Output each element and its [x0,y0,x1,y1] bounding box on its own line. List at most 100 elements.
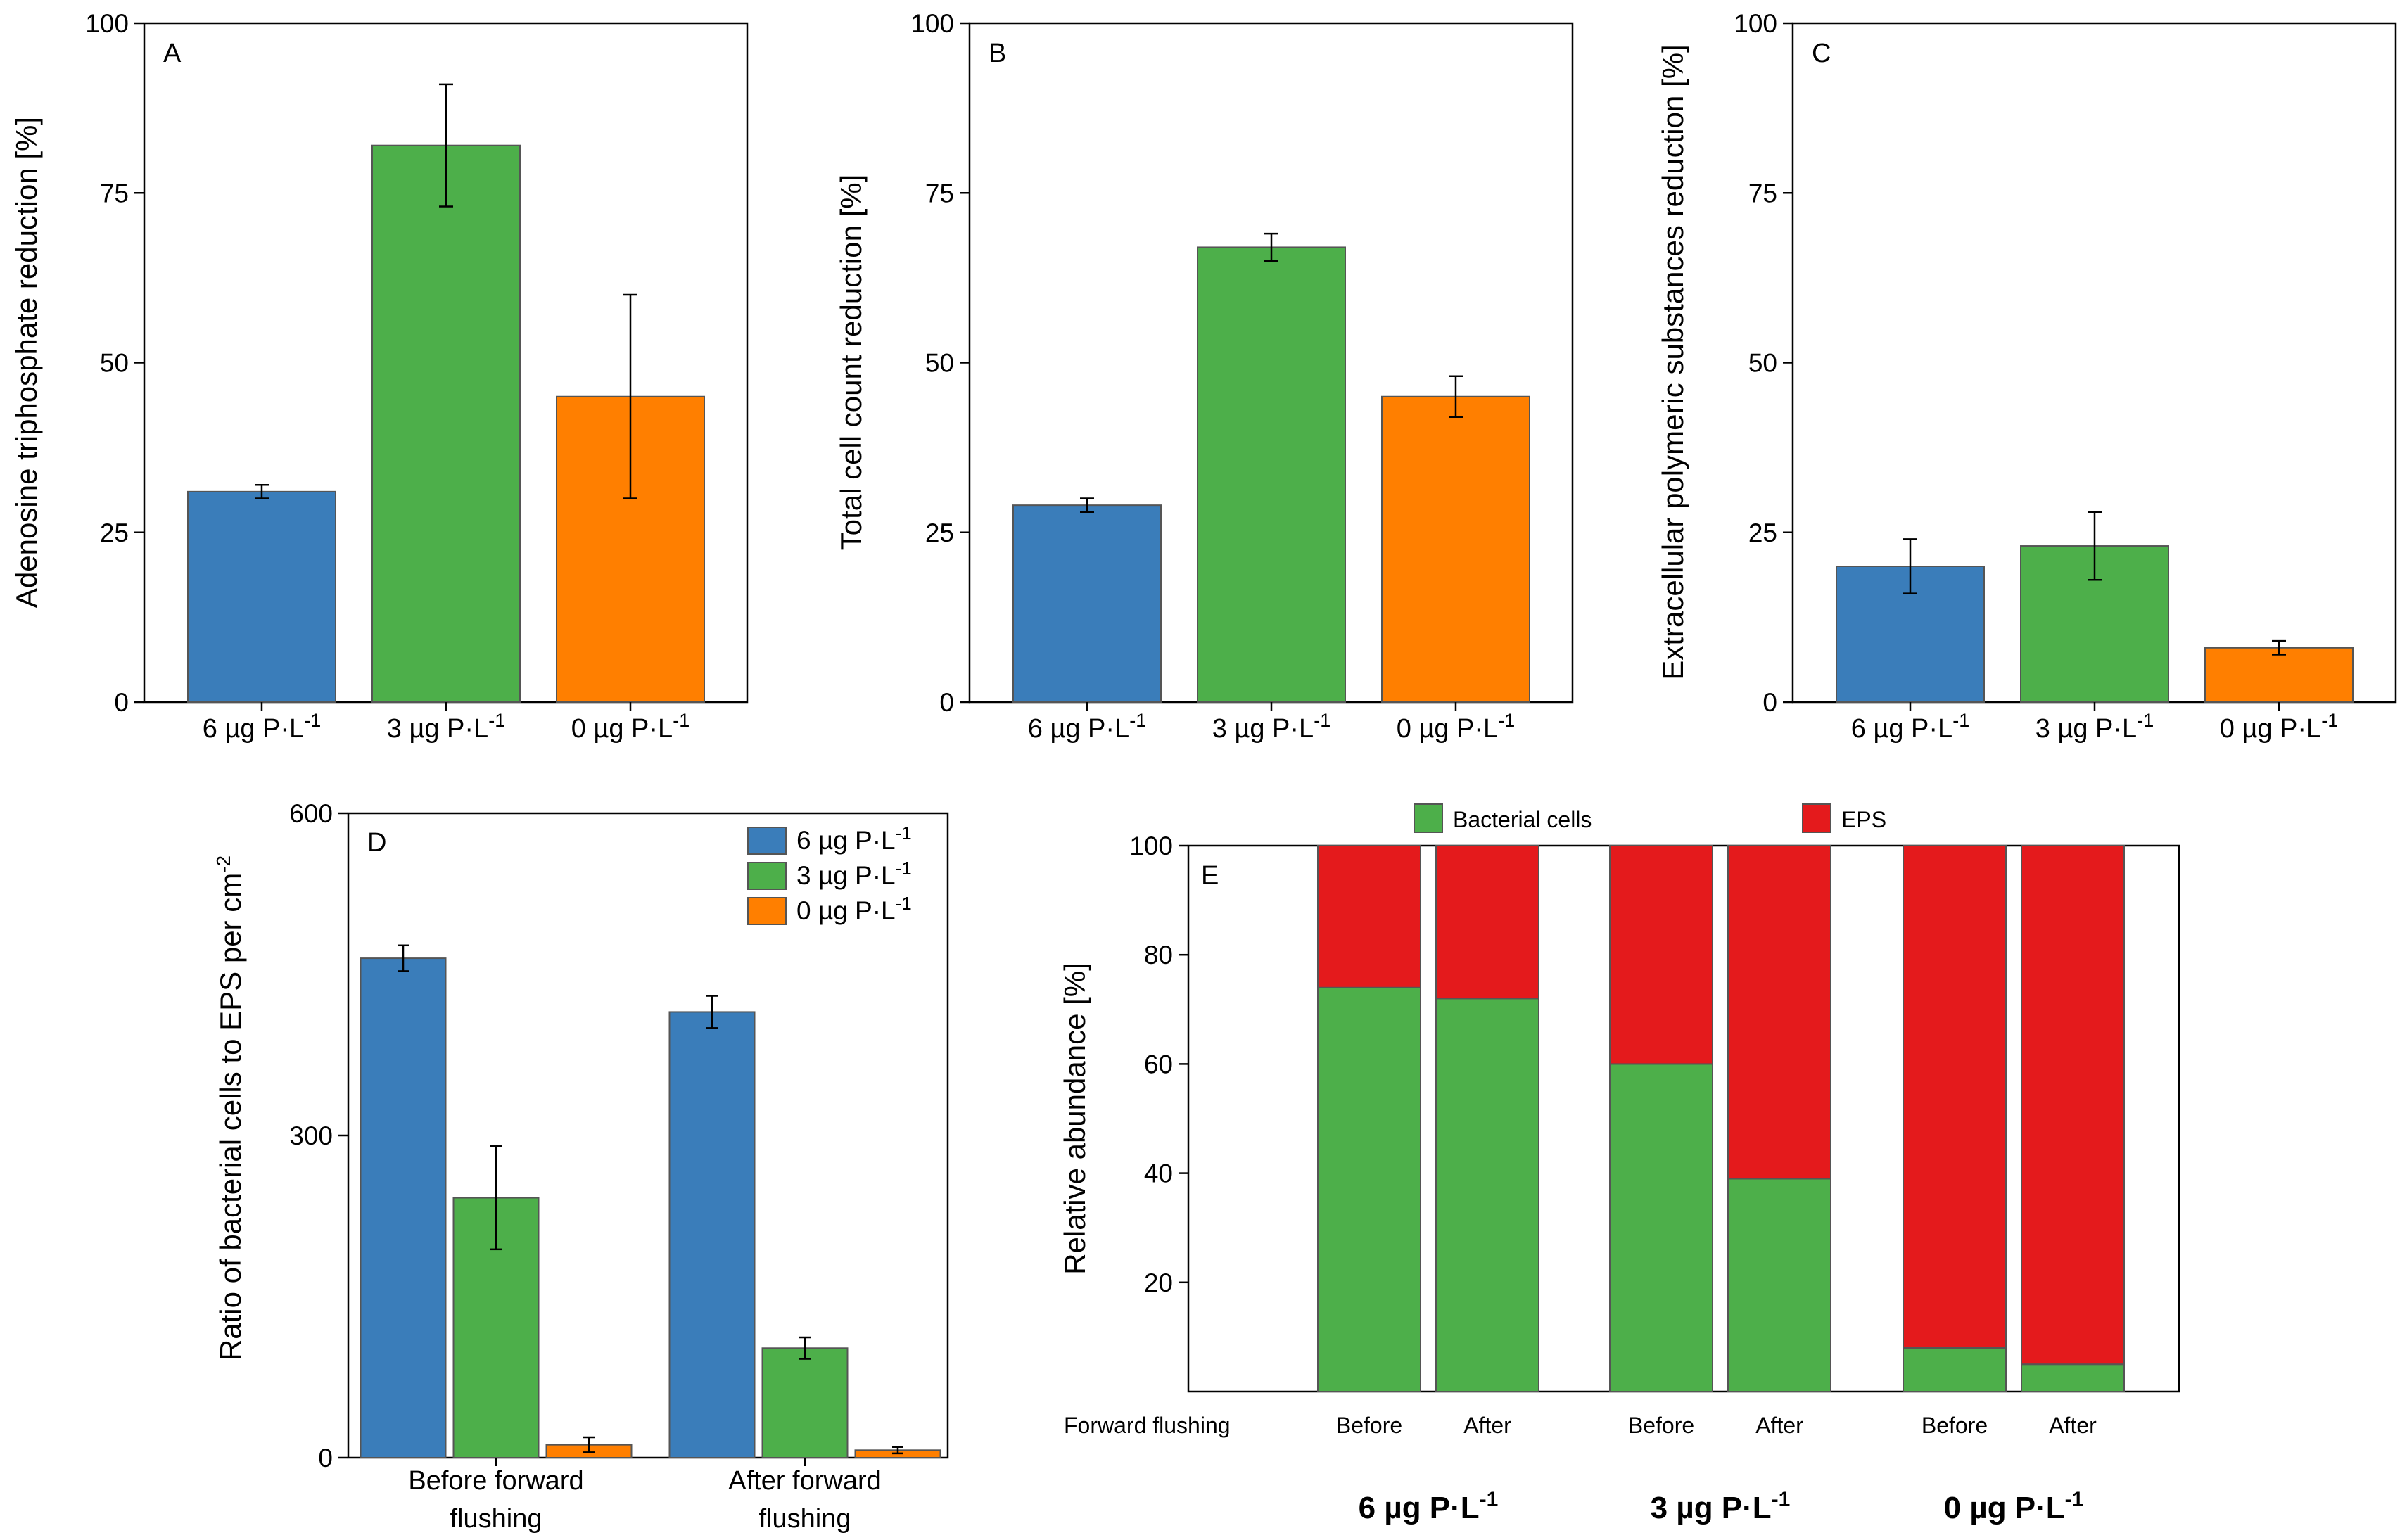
panel-d-error-bar [706,995,718,1029]
panel-a-ytick-label: 75 [100,179,129,208]
panel-e-legend-label: EPS [1841,807,1886,832]
panel-c-error-bar [2272,639,2286,656]
panel-e-bar-label: Before [1922,1413,1988,1438]
panel-e-bar-label: After [1755,1413,1803,1438]
panel-e-legend-swatch [1802,803,1831,833]
panel-e-label: E [1201,861,1219,891]
panel-a-error-bar [255,483,269,499]
panel-e-group-label: 3 µg P·L-1 [1651,1488,1791,1525]
panel-e-bacterial-segment [1317,986,1421,1392]
panel-c-ytick-label: 25 [1748,518,1777,547]
panel-c-ylabel: Extracellular polymeric substances reduc… [1656,44,1689,680]
panel-e-eps-segment [2021,845,2125,1366]
panel-c-xtick-label: 6 µg P·L-1 [1851,710,1969,744]
panel-d-error-bar [490,1145,502,1251]
panel-b-ytick-label: 75 [925,179,954,208]
panel-e-bacterial-segment [1609,1063,1713,1393]
panel-b-ytick-label: 25 [925,518,954,547]
panel-e-ylabel: Relative abundance [%] [1058,962,1091,1275]
panel-d-xtick-label: Before forward [408,1466,583,1496]
panel-a-label: A [163,39,182,68]
panel-d-error-bar [398,944,409,972]
panel-d: D Ratio of bacterial cells to EPS per cm… [212,799,949,1534]
panel-b-xtick-label: 6 µg P·L-1 [1028,710,1146,744]
panel-d-legend-label: 6 µg P·L-1 [796,822,912,855]
panel-e-bacterial-segment [1435,998,1539,1392]
panel-e: E Relative abundance [%] Forward flushin… [1058,803,2180,1525]
panel-e-bacterial-segment [2021,1363,2125,1392]
panel-b-error-bar [1264,232,1278,262]
panel-c-error-bar [2088,511,2102,581]
panel-b-error-bar [1080,497,1094,514]
panel-d-bar [761,1347,849,1459]
panel-b-xtick-label: 3 µg P·L-1 [1212,710,1330,744]
panel-c-xtick-label: 0 µg P·L-1 [2220,710,2338,744]
panel-a-xtick-label: 0 µg P·L-1 [571,710,690,744]
panel-b-ytick-label: 0 [939,688,954,717]
panel-c-error-bar [1903,538,1917,594]
panel-e-legend: Bacterial cells EPS [1414,803,1886,833]
panel-e-legend-label: Bacterial cells [1453,807,1592,832]
panel-e-ytick-label: 60 [1144,1050,1173,1078]
panel-c-ytick-label: 0 [1763,688,1777,717]
panel-b-error-bar [1449,375,1463,418]
panel-d-ytick-label: 600 [289,799,333,828]
panel-d-ytick-label: 300 [289,1121,333,1150]
panel-d-xtick-label: flushing [450,1504,542,1534]
panel-a-bar [187,490,336,703]
panel-d-bar [360,957,447,1458]
panel-e-eps-segment [1609,845,1713,1065]
panel-e-eps-segment [1317,845,1421,988]
panel-c-label: C [1812,39,1831,68]
panel-c: C Extracellular polymeric substances red… [1656,9,2397,744]
panel-e-bar-label: After [2049,1413,2097,1438]
panel-e-eps-segment [1903,845,2007,1349]
panel-e-bar-label: After [1463,1413,1511,1438]
panel-b-ylabel: Total cell count reduction [%] [834,174,868,551]
panel-a-ylabel: Adenosine triphosphate reduction [%] [10,117,43,608]
panel-b-bar [1381,395,1530,703]
panel-a-error-bar [439,83,453,208]
panel-b-label: B [989,39,1006,68]
panel-d-legend-label: 3 µg P·L-1 [796,858,912,890]
panel-d-legend-swatch [747,897,787,925]
panel-b-bar [1197,246,1346,703]
panel-d-legend-swatch [747,862,787,890]
panel-b-xtick-label: 0 µg P·L-1 [1397,710,1515,744]
panel-c-ytick-label: 100 [1734,9,1777,38]
panel-a-ytick-label: 25 [100,518,129,547]
panel-b: B Total cell count reduction [%] 0 25 50 75… [834,9,1574,744]
panel-d-xtick-label: flushing [759,1504,851,1534]
panel-e-eps-segment [1435,845,1539,1000]
panel-d-error-bar [583,1436,595,1453]
panel-d-bar [668,1011,756,1458]
panel-a-xtick-label: 3 µg P·L-1 [387,710,505,744]
panel-e-bar-label: Before [1628,1413,1694,1438]
panel-d-legend-label: 0 µg P·L-1 [796,893,912,925]
panel-e-group-label: 6 µg P·L-1 [1359,1488,1499,1525]
panel-a-xtick-label: 6 µg P·L-1 [203,710,321,744]
panel-d-legend-swatch [747,827,787,855]
panel-e-ytick-label: 100 [1129,832,1173,860]
panel-e-bacterial-segment [1727,1178,1831,1392]
panel-d-ytick-label: 0 [318,1444,333,1472]
panel-d-legend: 6 µg P·L-13 µg P·L-10 µg P·L-1 [747,822,912,925]
panel-b-ytick-label: 100 [910,9,954,38]
panel-e-ytick-label: 20 [1144,1268,1173,1297]
panel-a: A Adenosine triphosphate reduction [%] 0… [10,9,749,744]
panel-a-ytick-label: 0 [114,688,129,717]
panel-e-row-label: Forward flushing [1064,1413,1231,1438]
panel-b-bar [1012,504,1162,704]
panel-e-ytick-label: 80 [1144,941,1173,969]
panel-d-error-bar [799,1336,811,1360]
panel-b-ytick-label: 50 [925,349,954,378]
panel-e-legend-swatch [1414,803,1443,833]
panel-d-label: D [367,828,386,858]
panel-d-error-bar [892,1446,903,1455]
panel-e-bacterial-segment [1903,1347,2007,1393]
panel-d-ylabel: Ratio of bacterial cells to EPS per cm-2 [212,855,247,1361]
panel-e-bar-label: Before [1336,1413,1402,1438]
panel-e-eps-segment [1727,845,1831,1180]
panel-a-ytick-label: 100 [85,9,129,38]
